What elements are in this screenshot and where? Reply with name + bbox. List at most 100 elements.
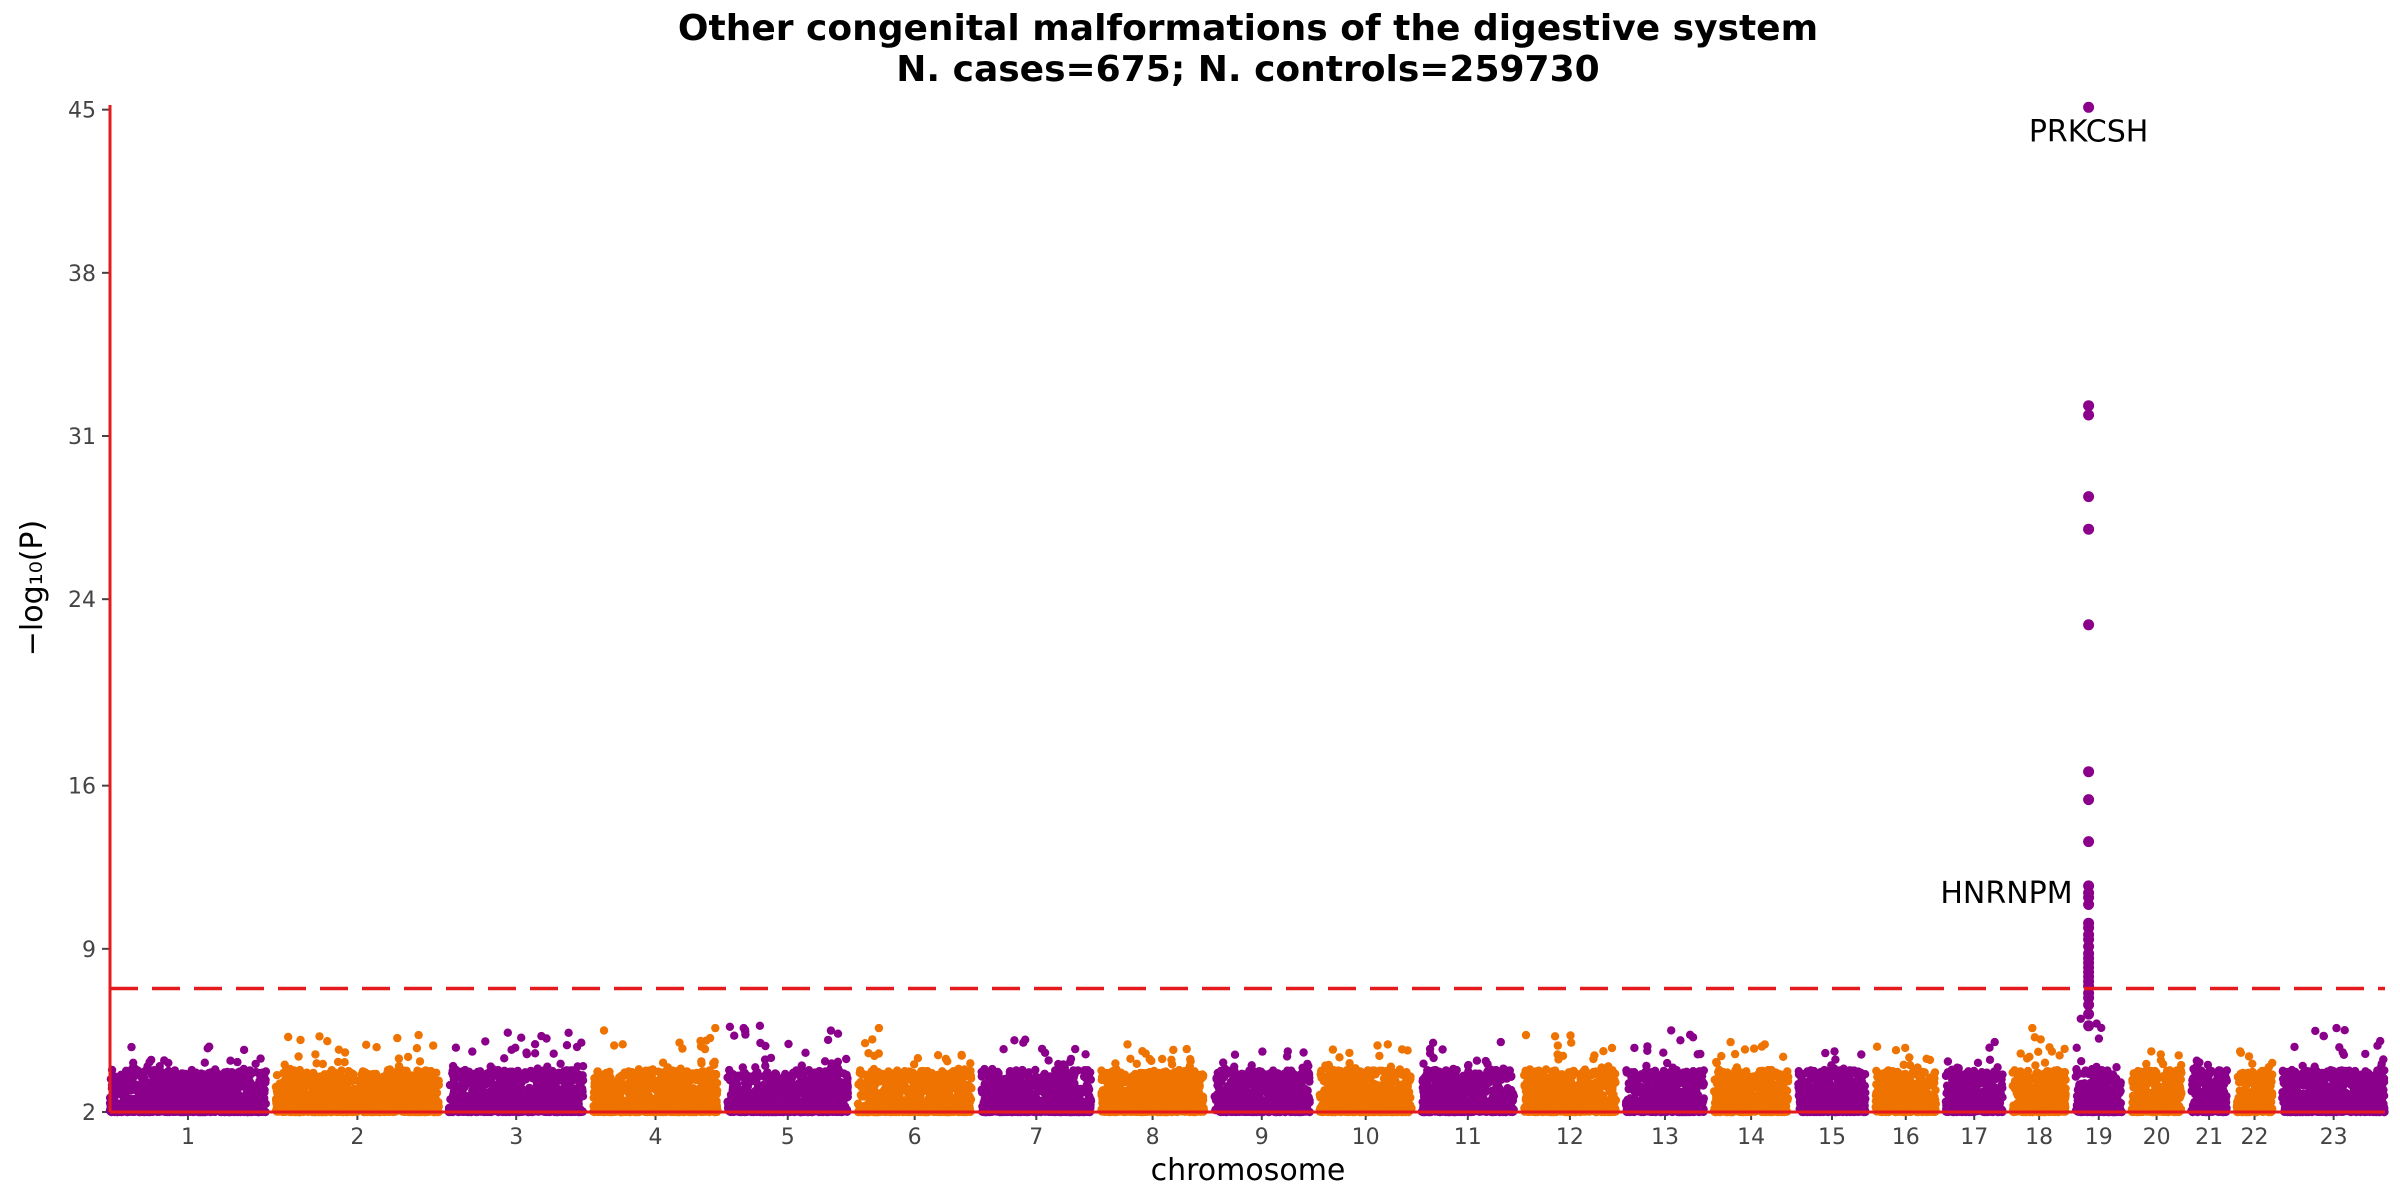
snp-point (121, 1092, 130, 1102)
snp-point (488, 1064, 497, 1074)
snp-point (402, 1072, 411, 1081)
y-tick-label: 31 (68, 425, 96, 450)
snp-point (240, 1081, 249, 1090)
snp-point (622, 1084, 631, 1093)
snp-point (123, 1099, 132, 1109)
snp-point (697, 1096, 707, 1106)
snp-point (473, 1099, 483, 1108)
snp-point (485, 1093, 494, 1103)
snp-point (360, 1080, 369, 1089)
snp-point (152, 1096, 161, 1106)
snp-peak-point (711, 1023, 720, 1033)
chart-subtitle: N. cases=675; N. controls=259730 (896, 49, 1599, 90)
snp-point (115, 1086, 125, 1095)
snp-point (698, 1072, 707, 1081)
snp-point (832, 1087, 842, 1097)
snp-point (222, 1071, 231, 1081)
snp-point (774, 1098, 783, 1108)
snp-point (378, 1072, 388, 1082)
snp-point (792, 1066, 801, 1075)
snp-point (578, 1092, 588, 1101)
snp-point (789, 1093, 799, 1103)
x-tick-label: 18 (2025, 1125, 2053, 1150)
snp-point (315, 1032, 324, 1041)
snp-point (823, 1035, 833, 1045)
snp-point (403, 1052, 413, 1062)
snp-point (735, 1097, 745, 1106)
snp-point (300, 1079, 309, 1089)
snp-point (549, 1049, 558, 1058)
snp-point (481, 1037, 490, 1046)
snp-point (256, 1070, 265, 1080)
snp-point (229, 1092, 238, 1102)
snp-point (728, 1095, 738, 1105)
snp-point (482, 1080, 491, 1089)
snp-point (410, 1084, 419, 1093)
snp-point (296, 1035, 305, 1045)
snp-point (394, 1061, 404, 1071)
snp-point (355, 1087, 365, 1097)
snp-point (451, 1043, 461, 1052)
snp-point (323, 1037, 332, 1046)
snp-point (318, 1059, 327, 1069)
snp-point (711, 1091, 720, 1100)
snp-point (195, 1101, 204, 1111)
snp-point (740, 1025, 750, 1034)
snp-point (562, 1041, 572, 1050)
x-tick-label: 14 (1737, 1125, 1765, 1150)
snp-point (412, 1044, 422, 1053)
y-tick-label: 24 (68, 588, 96, 613)
snp-point (697, 1057, 706, 1066)
snp-point (112, 1102, 121, 1111)
snp-point (529, 1085, 538, 1094)
snp-point (507, 1045, 516, 1055)
snp-point (804, 1066, 814, 1075)
snp-peak-point (205, 1042, 214, 1051)
snp-point (434, 1080, 443, 1090)
snp-point (200, 1058, 209, 1067)
snp-point (709, 1059, 718, 1068)
snp-point (728, 1070, 738, 1079)
snp-point (538, 1099, 547, 1109)
snp-point (249, 1091, 259, 1100)
snp-point (385, 1065, 395, 1074)
snp-point (575, 1072, 584, 1082)
snp-point (522, 1095, 531, 1104)
snp-point (129, 1058, 138, 1068)
snp-point (499, 1083, 508, 1092)
snp-point (632, 1069, 641, 1078)
snp-point (565, 1080, 574, 1089)
snp-point (708, 1070, 718, 1079)
snp-point (669, 1072, 678, 1082)
snp-point (738, 1070, 747, 1079)
snp-point (453, 1072, 462, 1082)
x-axis-ticks: 1 2 3 4 5 6 7 8 9 10 11 12 13 14 15 16 17 18 19 20 21 22 23 (181, 1112, 2348, 1150)
snp-point (590, 1078, 599, 1088)
chart-title: Other congenital malformations of the di… (678, 8, 1818, 49)
x-tick-label: 10 (1352, 1125, 1380, 1150)
snp-point (164, 1058, 173, 1068)
snp-point (341, 1095, 350, 1105)
snp-point (192, 1080, 201, 1089)
snp-point (811, 1072, 820, 1082)
snp-point (756, 1038, 765, 1048)
snp-point (478, 1071, 487, 1080)
snp-point (321, 1072, 331, 1081)
snp-point (170, 1096, 180, 1106)
snp-point (817, 1087, 827, 1097)
snp-point (522, 1072, 532, 1082)
snp-point (542, 1082, 552, 1091)
snp-point (776, 1089, 785, 1098)
snp-point (569, 1097, 578, 1106)
x-tick-label: 20 (2143, 1125, 2171, 1150)
snp-point (239, 1045, 249, 1055)
snp-point (394, 1054, 404, 1063)
snp-point (542, 1034, 551, 1043)
snp-point (573, 1062, 582, 1071)
snp-point (733, 1087, 743, 1097)
snp-point (290, 1092, 299, 1101)
snp-point (448, 1061, 458, 1071)
snp-point (431, 1094, 440, 1103)
snp-point (204, 1072, 213, 1081)
snp-point (372, 1086, 382, 1095)
